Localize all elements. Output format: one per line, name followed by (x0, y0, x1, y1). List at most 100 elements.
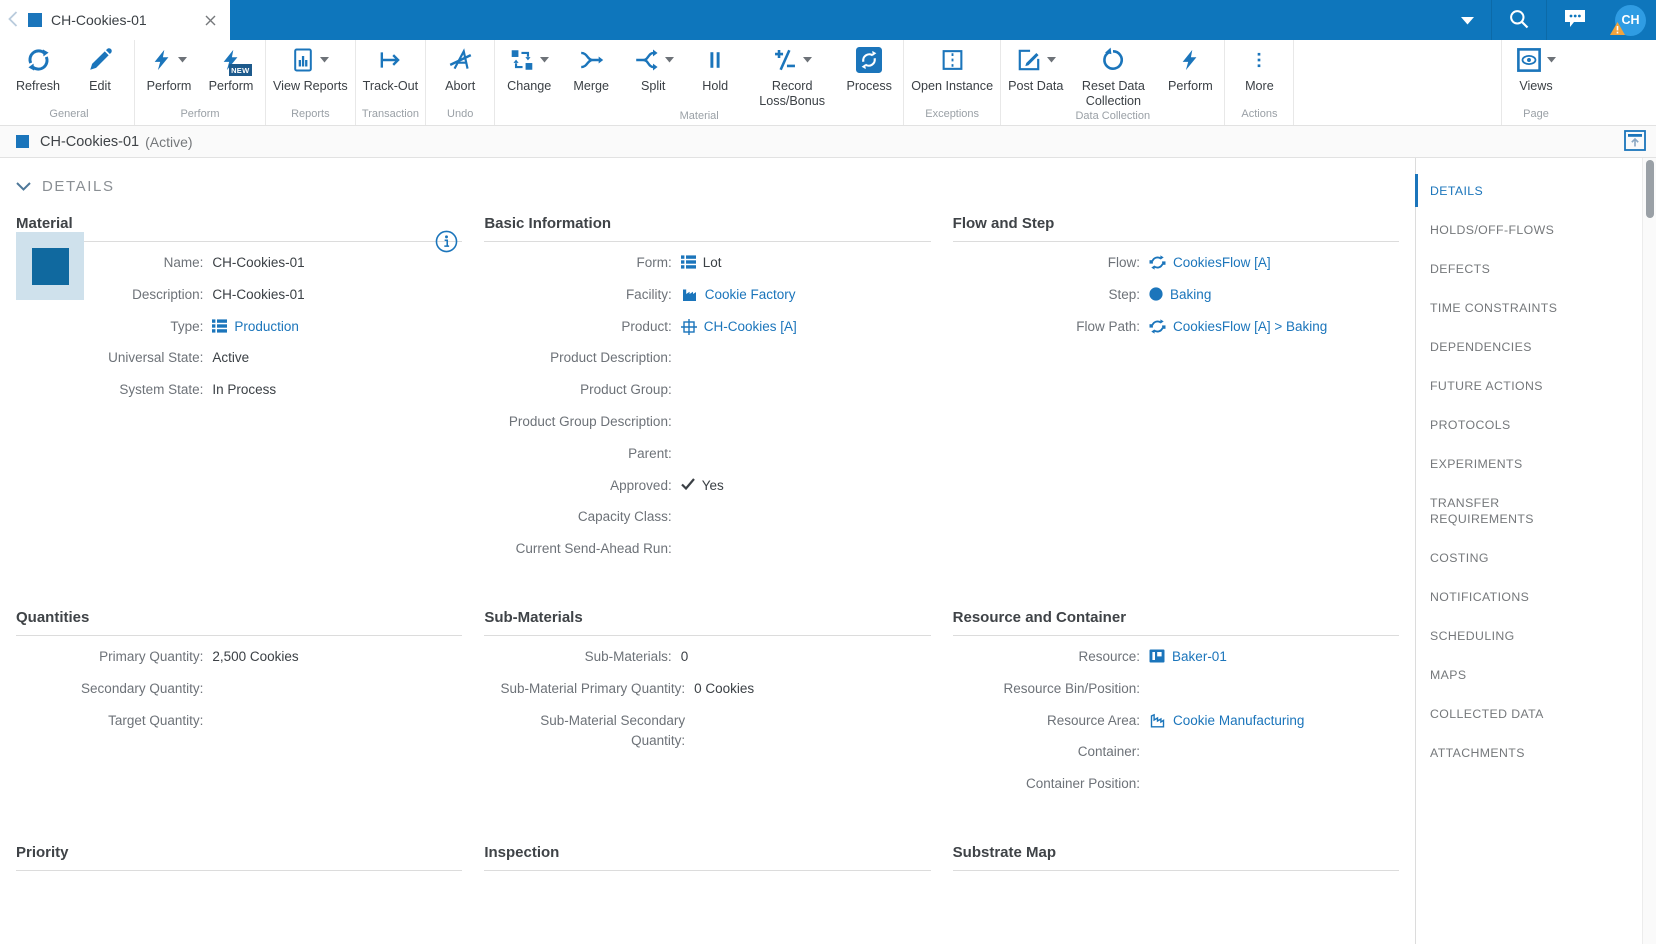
back-button[interactable] (0, 10, 26, 30)
reset-data-collection-button[interactable]: Reset Data Collection (1067, 40, 1159, 108)
field-row: System State: In Process (16, 374, 462, 406)
nav-item-experiments[interactable]: EXPERIMENTS (1430, 456, 1523, 471)
nav-item-future-actions[interactable]: FUTURE ACTIONS (1430, 378, 1543, 393)
report-icon (291, 47, 315, 76)
post-data-button[interactable]: Post Data (1004, 40, 1067, 108)
nav-item-details[interactable]: DETAILS (1415, 171, 1591, 210)
nav-item-transfer-requirements[interactable]: TRANSFER REQUIREMENTS (1430, 495, 1534, 526)
track-out-button[interactable]: Track-Out (359, 40, 423, 106)
edit-button[interactable]: Edit (69, 40, 131, 106)
field-value (1149, 679, 1399, 705)
user-avatar[interactable]: CH (1610, 4, 1646, 36)
dropdown-caret-icon (320, 51, 330, 66)
field-value (1149, 774, 1399, 800)
nav-item-holds-off-flows[interactable]: HOLDS/OFF-FLOWS (1430, 222, 1555, 237)
scrollbar-thumb[interactable] (1645, 160, 1654, 218)
field-row: Description: CH-Cookies-01 (16, 279, 462, 311)
open-panel-button[interactable] (1624, 129, 1646, 154)
toolbar: Refresh Edit General Perform NEW Perform… (0, 40, 1656, 126)
change-button[interactable]: Change (498, 40, 560, 108)
details-section-title: DETAILS (42, 178, 115, 195)
field-row: Container: (953, 736, 1399, 768)
panel-title: Priority (16, 844, 463, 871)
field-value (212, 679, 462, 705)
type-link[interactable]: Production (212, 317, 462, 343)
perform-button[interactable]: Perform (138, 40, 200, 106)
panel-title: Flow and Step (952, 215, 1399, 242)
field-row: Step: Baking (953, 279, 1399, 311)
messages-button[interactable] (1547, 0, 1603, 40)
nav-item-defects[interactable]: DEFECTS (1430, 261, 1491, 276)
field-value: 2,500 Cookies (212, 648, 299, 664)
refresh-button[interactable]: Refresh (7, 40, 69, 106)
material-image-placeholder-icon (31, 247, 69, 285)
info-button[interactable] (435, 230, 458, 256)
field-row: Approved: Yes (484, 470, 930, 502)
field-value (681, 348, 931, 374)
step-link[interactable]: Baking (1149, 285, 1399, 311)
toolbar-group-exceptions: Open Instance Exceptions (904, 40, 1002, 125)
views-button[interactable]: Views (1505, 40, 1567, 106)
lightning-icon (151, 47, 173, 76)
panel-title: Quantities (16, 609, 463, 636)
toolbar-group-label-general: General (49, 108, 89, 120)
field-value (212, 711, 462, 737)
nav-item-dependencies[interactable]: DEPENDENCIES (1430, 339, 1532, 354)
nav-item-protocols[interactable]: PROTOCOLS (1430, 417, 1511, 432)
record-loss-bonus-button[interactable]: Record Loss/Bonus (746, 40, 838, 108)
facility-link[interactable]: Cookie Factory (681, 285, 931, 311)
avatar-initials: CH (1621, 13, 1640, 27)
field-row: Current Send-Ahead Run: (484, 533, 930, 565)
approved-value: Yes (680, 476, 931, 502)
nav-item-collected-data[interactable]: COLLECTED DATA (1430, 706, 1544, 721)
nav-item-scheduling[interactable]: SCHEDULING (1430, 628, 1515, 643)
resource-link[interactable]: Baker-01 (1149, 647, 1399, 673)
toolbar-group-label-material: Material (679, 110, 719, 122)
flow-link[interactable]: CookiesFlow [A] (1149, 253, 1399, 279)
close-tab-button[interactable] (201, 11, 220, 30)
pencil-icon (87, 47, 113, 76)
vertical-scrollbar[interactable] (1642, 158, 1656, 944)
more-button[interactable]: More (1228, 40, 1290, 106)
topbar-dropdown-button[interactable] (1444, 0, 1491, 40)
field-value (681, 380, 931, 406)
perform-dc-button[interactable]: Perform (1159, 40, 1221, 108)
toolbar-group-reports: View Reports Reports (266, 40, 356, 125)
view-reports-button[interactable]: View Reports (269, 40, 352, 106)
nav-item-maps[interactable]: MAPS (1430, 667, 1467, 682)
nav-item-time-constraints[interactable]: TIME CONSTRAINTS (1430, 300, 1558, 315)
toolbar-group-perform: Perform NEW Perform Perform (135, 40, 266, 125)
split-button[interactable]: Split (622, 40, 684, 108)
toolbar-group-label-actions: Actions (1241, 108, 1278, 120)
tab-ch-cookies-01[interactable]: CH-Cookies-01 (26, 11, 230, 30)
nav-item-notifications[interactable]: NOTIFICATIONS (1430, 589, 1530, 604)
search-button[interactable] (1492, 0, 1546, 40)
resource-icon (1149, 649, 1165, 663)
open-instance-button[interactable]: Open Instance (907, 40, 997, 106)
field-value (1149, 742, 1399, 768)
merge-button[interactable]: Merge (560, 40, 622, 108)
entity-state: (Active) (145, 133, 193, 150)
flow-path-link[interactable]: CookiesFlow [A] > Baking (1149, 317, 1399, 343)
details-section-toggle[interactable]: DETAILS (16, 168, 1399, 215)
resource-area-link[interactable]: Cookie Manufacturing (1149, 711, 1399, 737)
field-row: Product Group Description: (484, 406, 930, 438)
panel-quantities: Quantities Primary Quantity: 2,500 Cookie… (16, 609, 463, 800)
field-row: Flow: CookiesFlow [A] (953, 247, 1399, 279)
toolbar-group-label-page: Page (1523, 108, 1549, 120)
panel-sub-materials: Sub-Materials Sub-Materials: 0 Sub-Materi… (484, 609, 931, 800)
panel-priority: Priority (16, 844, 463, 871)
perform-new-button[interactable]: NEW Perform (200, 40, 262, 106)
product-link[interactable]: CH-Cookies [A] (680, 317, 931, 343)
more-icon (1249, 47, 1269, 76)
hold-button[interactable]: Hold (684, 40, 746, 108)
nav-item-costing[interactable]: COSTING (1430, 550, 1489, 565)
new-badge: NEW (228, 64, 252, 76)
chat-icon (1564, 9, 1586, 31)
nav-item-attachments[interactable]: ATTACHMENTS (1430, 745, 1525, 760)
field-value: 0 (680, 648, 689, 664)
process-button[interactable]: Process (838, 40, 900, 108)
abort-button[interactable]: Abort (429, 40, 491, 106)
dropdown-caret-icon (664, 51, 674, 66)
product-icon (680, 318, 697, 335)
